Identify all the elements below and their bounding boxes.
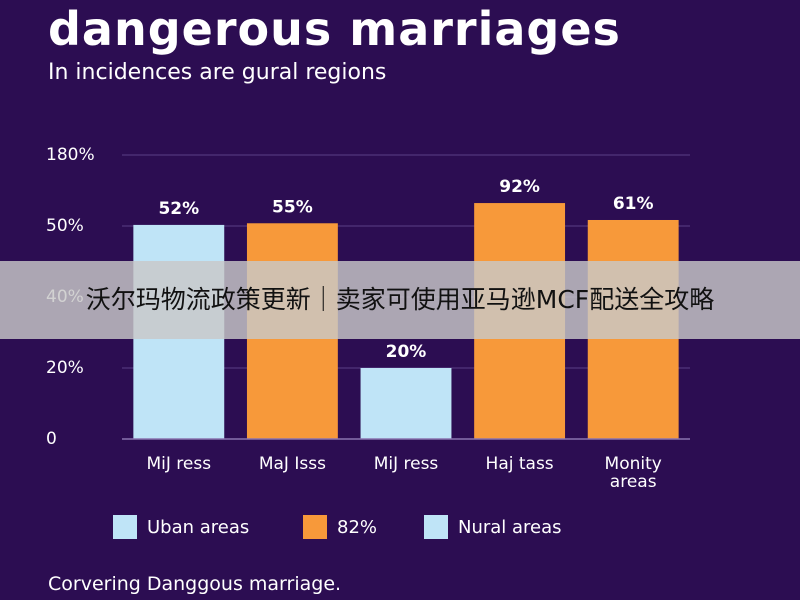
footnote: Corvering Danggous marriage. [48, 573, 342, 595]
x-tick-label: MiJ ress [373, 454, 439, 474]
y-tick-label: 0 [46, 429, 57, 449]
x-tick-label: MiJ ress [146, 454, 212, 474]
legend-item: Nural areas [424, 515, 562, 539]
legend-item: 82% [303, 515, 377, 539]
value-label: 55% [272, 197, 313, 217]
x-tick-label: MaJ Isss [258, 454, 326, 474]
legend-item: Uban areas [113, 515, 249, 539]
legend-label: Nural areas [458, 516, 562, 538]
y-tick-label: 180% [46, 145, 95, 165]
legend-label: Uban areas [147, 516, 250, 538]
y-tick-label: 20% [46, 358, 84, 378]
value-label: 20% [386, 342, 427, 362]
legend-swatch [113, 515, 137, 539]
legend-label: 82% [337, 516, 378, 538]
overlay-banner: 沃尔玛物流政策更新｜卖家可使用亚马逊MCF配送全攻略 [0, 261, 800, 339]
legend-swatch [424, 515, 448, 539]
chart-subtitle: In incidences are gural regions [48, 60, 387, 85]
x-tick-label: Monity areas [604, 454, 662, 492]
bar [360, 368, 452, 439]
value-label: 92% [499, 177, 540, 197]
chart-title: dangerous marriages [48, 2, 621, 56]
x-tick-label: Haj tass [485, 454, 554, 474]
value-label: 52% [158, 199, 199, 219]
y-tick-label: 50% [46, 216, 84, 236]
value-label: 61% [613, 194, 654, 214]
legend-swatch [303, 515, 327, 539]
